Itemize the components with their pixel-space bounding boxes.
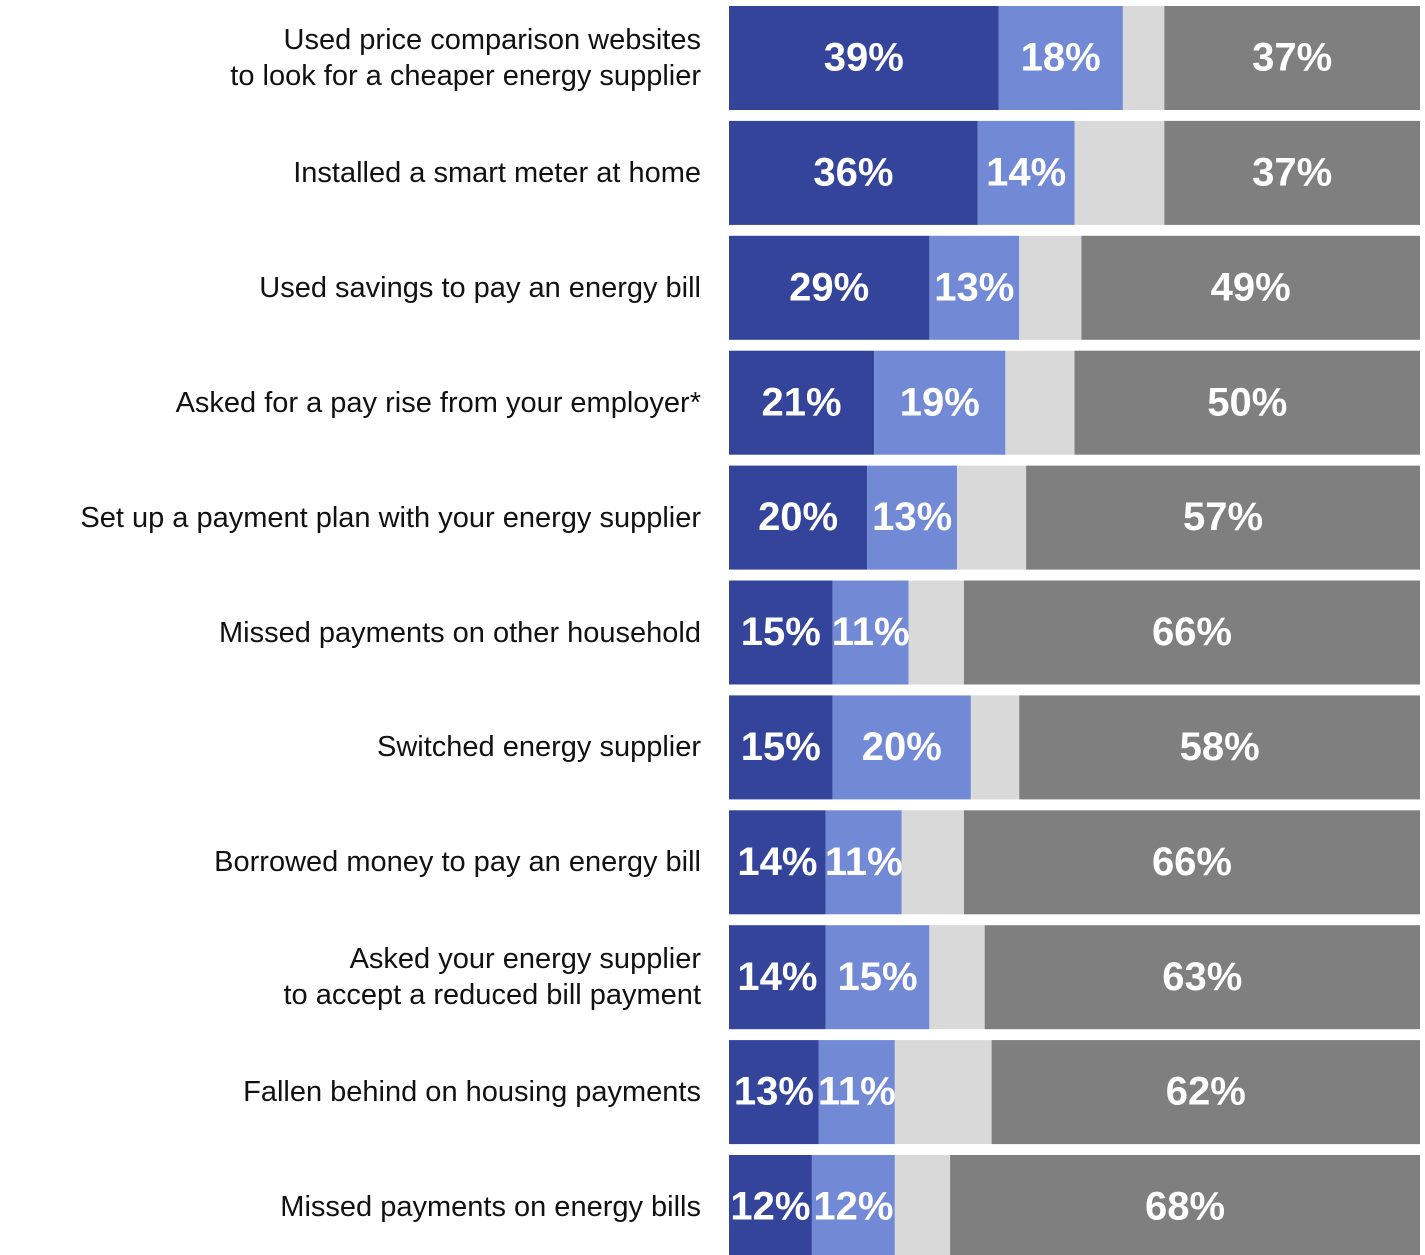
value-label: 11% [825,840,903,884]
value-label: 62% [1166,1070,1246,1114]
value-label: 13% [872,495,952,539]
bar-segment [729,6,999,110]
bar-segment [984,925,1420,1030]
value-label: 19% [900,380,980,424]
value-label: 14% [986,150,1066,194]
value-label: 15% [741,725,821,769]
bar-segment [729,1155,812,1255]
value-label: 37% [1252,150,1332,194]
bar-segment [729,695,833,800]
category-label: Missed payments on energy bills [280,1191,701,1223]
bar-segment [970,695,1020,800]
value-label: 66% [1152,610,1232,654]
value-label: 57% [1183,495,1263,539]
bar-segment [1164,120,1420,225]
bar-segment [1019,235,1082,340]
bar-segment [894,1155,951,1255]
category-label: Missed payments on other household [218,616,701,649]
value-label: 66% [1152,840,1232,884]
category-label: Asked for a pay rise from your employer* [175,386,701,419]
bar-segment [729,810,826,915]
bar-segment [1019,695,1420,800]
bar-segment [963,580,1420,685]
value-label: 12% [730,1185,810,1229]
value-label: 13% [934,265,1014,309]
bar-segment [1164,6,1420,110]
bar-segment [1122,6,1165,110]
bar-segment [729,580,833,685]
category-label: Set up a payment plan with your energy s… [80,501,701,534]
category-label: Fallen behind on housing payments [243,1076,701,1109]
value-label: 37% [1252,36,1332,80]
category-label: Used savings to pay an energy bill [259,271,701,304]
bar-segment [832,580,909,685]
bar-segment [1074,350,1420,455]
value-label: 63% [1162,955,1242,999]
bar-segment [957,465,1027,570]
bar-segment [929,235,1020,340]
bar-segment [901,810,964,915]
value-label: 20% [758,495,838,539]
value-label: 11% [832,610,910,654]
bar-segment [977,120,1075,225]
bar-segment [729,1040,819,1145]
value-label: 12% [813,1185,893,1229]
value-label: 29% [789,265,869,309]
bar-segment [729,465,868,570]
bar-segment [1074,120,1165,225]
bar-segment [874,350,1006,455]
bar-segment [867,465,958,570]
value-label: 13% [734,1070,814,1114]
bar-segment [818,1040,895,1145]
bar-segment [729,235,930,340]
bar-segment [729,350,875,455]
bar-segment [908,580,964,685]
value-label: 20% [862,725,942,769]
bar-segment [929,925,985,1030]
bar-segment [963,810,1420,915]
value-label: 14% [737,955,817,999]
bar-segment [832,695,971,800]
bar-segment [1081,235,1420,340]
bar-segment [825,925,930,1030]
bar-segment [950,1155,1420,1255]
category-label: Used price comparison websites to look f… [230,24,701,92]
bar-segment [991,1040,1420,1145]
value-label: 18% [1021,36,1101,80]
value-label: 39% [824,36,904,80]
value-label: 68% [1145,1185,1225,1229]
value-label: 15% [838,955,918,999]
value-label: 15% [741,610,821,654]
bar-segment [894,1040,992,1145]
bar-segment [1005,350,1075,455]
value-label: 14% [737,840,817,884]
value-label: 50% [1207,380,1287,424]
bar-segment [1026,465,1420,570]
value-label: 36% [813,150,893,194]
category-label: Asked your energy supplier to accept a r… [283,943,701,1012]
value-label: 58% [1180,725,1260,769]
bar-segment [811,1155,895,1255]
category-label: Installed a smart meter at home [293,156,701,189]
value-label: 11% [818,1070,896,1114]
category-label: Switched energy supplier [376,731,701,764]
category-label: Borrowed money to pay an energy bill [214,846,701,879]
value-label: 49% [1211,265,1291,309]
bar-segment [825,810,902,915]
bar-segment [729,120,978,225]
bar-segment [729,925,826,1030]
bar-segment [998,6,1123,110]
value-label: 21% [762,380,842,424]
